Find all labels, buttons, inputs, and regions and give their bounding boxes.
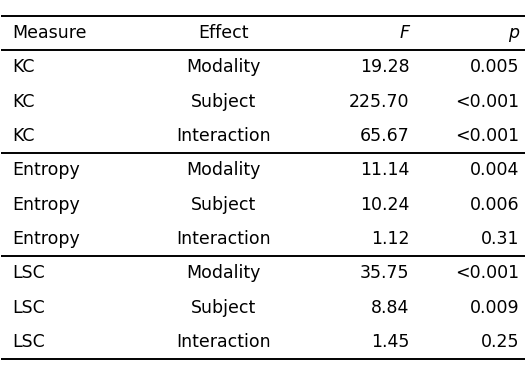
Text: Interaction: Interaction xyxy=(176,333,271,351)
Text: KC: KC xyxy=(12,59,34,77)
Text: 0.004: 0.004 xyxy=(470,162,519,180)
Text: 0.31: 0.31 xyxy=(481,230,519,248)
Text: Modality: Modality xyxy=(187,265,261,283)
Text: <0.001: <0.001 xyxy=(456,265,519,283)
Text: p: p xyxy=(508,24,519,42)
Text: Measure: Measure xyxy=(12,24,86,42)
Text: 8.84: 8.84 xyxy=(371,299,410,317)
Text: LSC: LSC xyxy=(12,333,45,351)
Text: Subject: Subject xyxy=(191,196,256,214)
Text: Interaction: Interaction xyxy=(176,127,271,145)
Text: 11.14: 11.14 xyxy=(360,162,410,180)
Text: 0.25: 0.25 xyxy=(481,333,519,351)
Text: 10.24: 10.24 xyxy=(360,196,410,214)
Text: F: F xyxy=(400,24,410,42)
Text: 19.28: 19.28 xyxy=(360,59,410,77)
Text: LSC: LSC xyxy=(12,299,45,317)
Text: Entropy: Entropy xyxy=(12,196,79,214)
Text: 35.75: 35.75 xyxy=(360,265,410,283)
Text: 225.70: 225.70 xyxy=(349,93,410,111)
Text: KC: KC xyxy=(12,93,34,111)
Text: Modality: Modality xyxy=(187,59,261,77)
Text: 0.006: 0.006 xyxy=(470,196,519,214)
Text: Subject: Subject xyxy=(191,93,256,111)
Text: 1.12: 1.12 xyxy=(371,230,410,248)
Text: Entropy: Entropy xyxy=(12,162,79,180)
Text: <0.001: <0.001 xyxy=(456,127,519,145)
Text: 0.005: 0.005 xyxy=(470,59,519,77)
Text: Entropy: Entropy xyxy=(12,230,79,248)
Text: Subject: Subject xyxy=(191,299,256,317)
Text: Effect: Effect xyxy=(198,24,249,42)
Text: <0.001: <0.001 xyxy=(456,93,519,111)
Text: 65.67: 65.67 xyxy=(360,127,410,145)
Text: 1.45: 1.45 xyxy=(371,333,410,351)
Text: Interaction: Interaction xyxy=(176,230,271,248)
Text: LSC: LSC xyxy=(12,265,45,283)
Text: 0.009: 0.009 xyxy=(470,299,519,317)
Text: KC: KC xyxy=(12,127,34,145)
Text: Modality: Modality xyxy=(187,162,261,180)
